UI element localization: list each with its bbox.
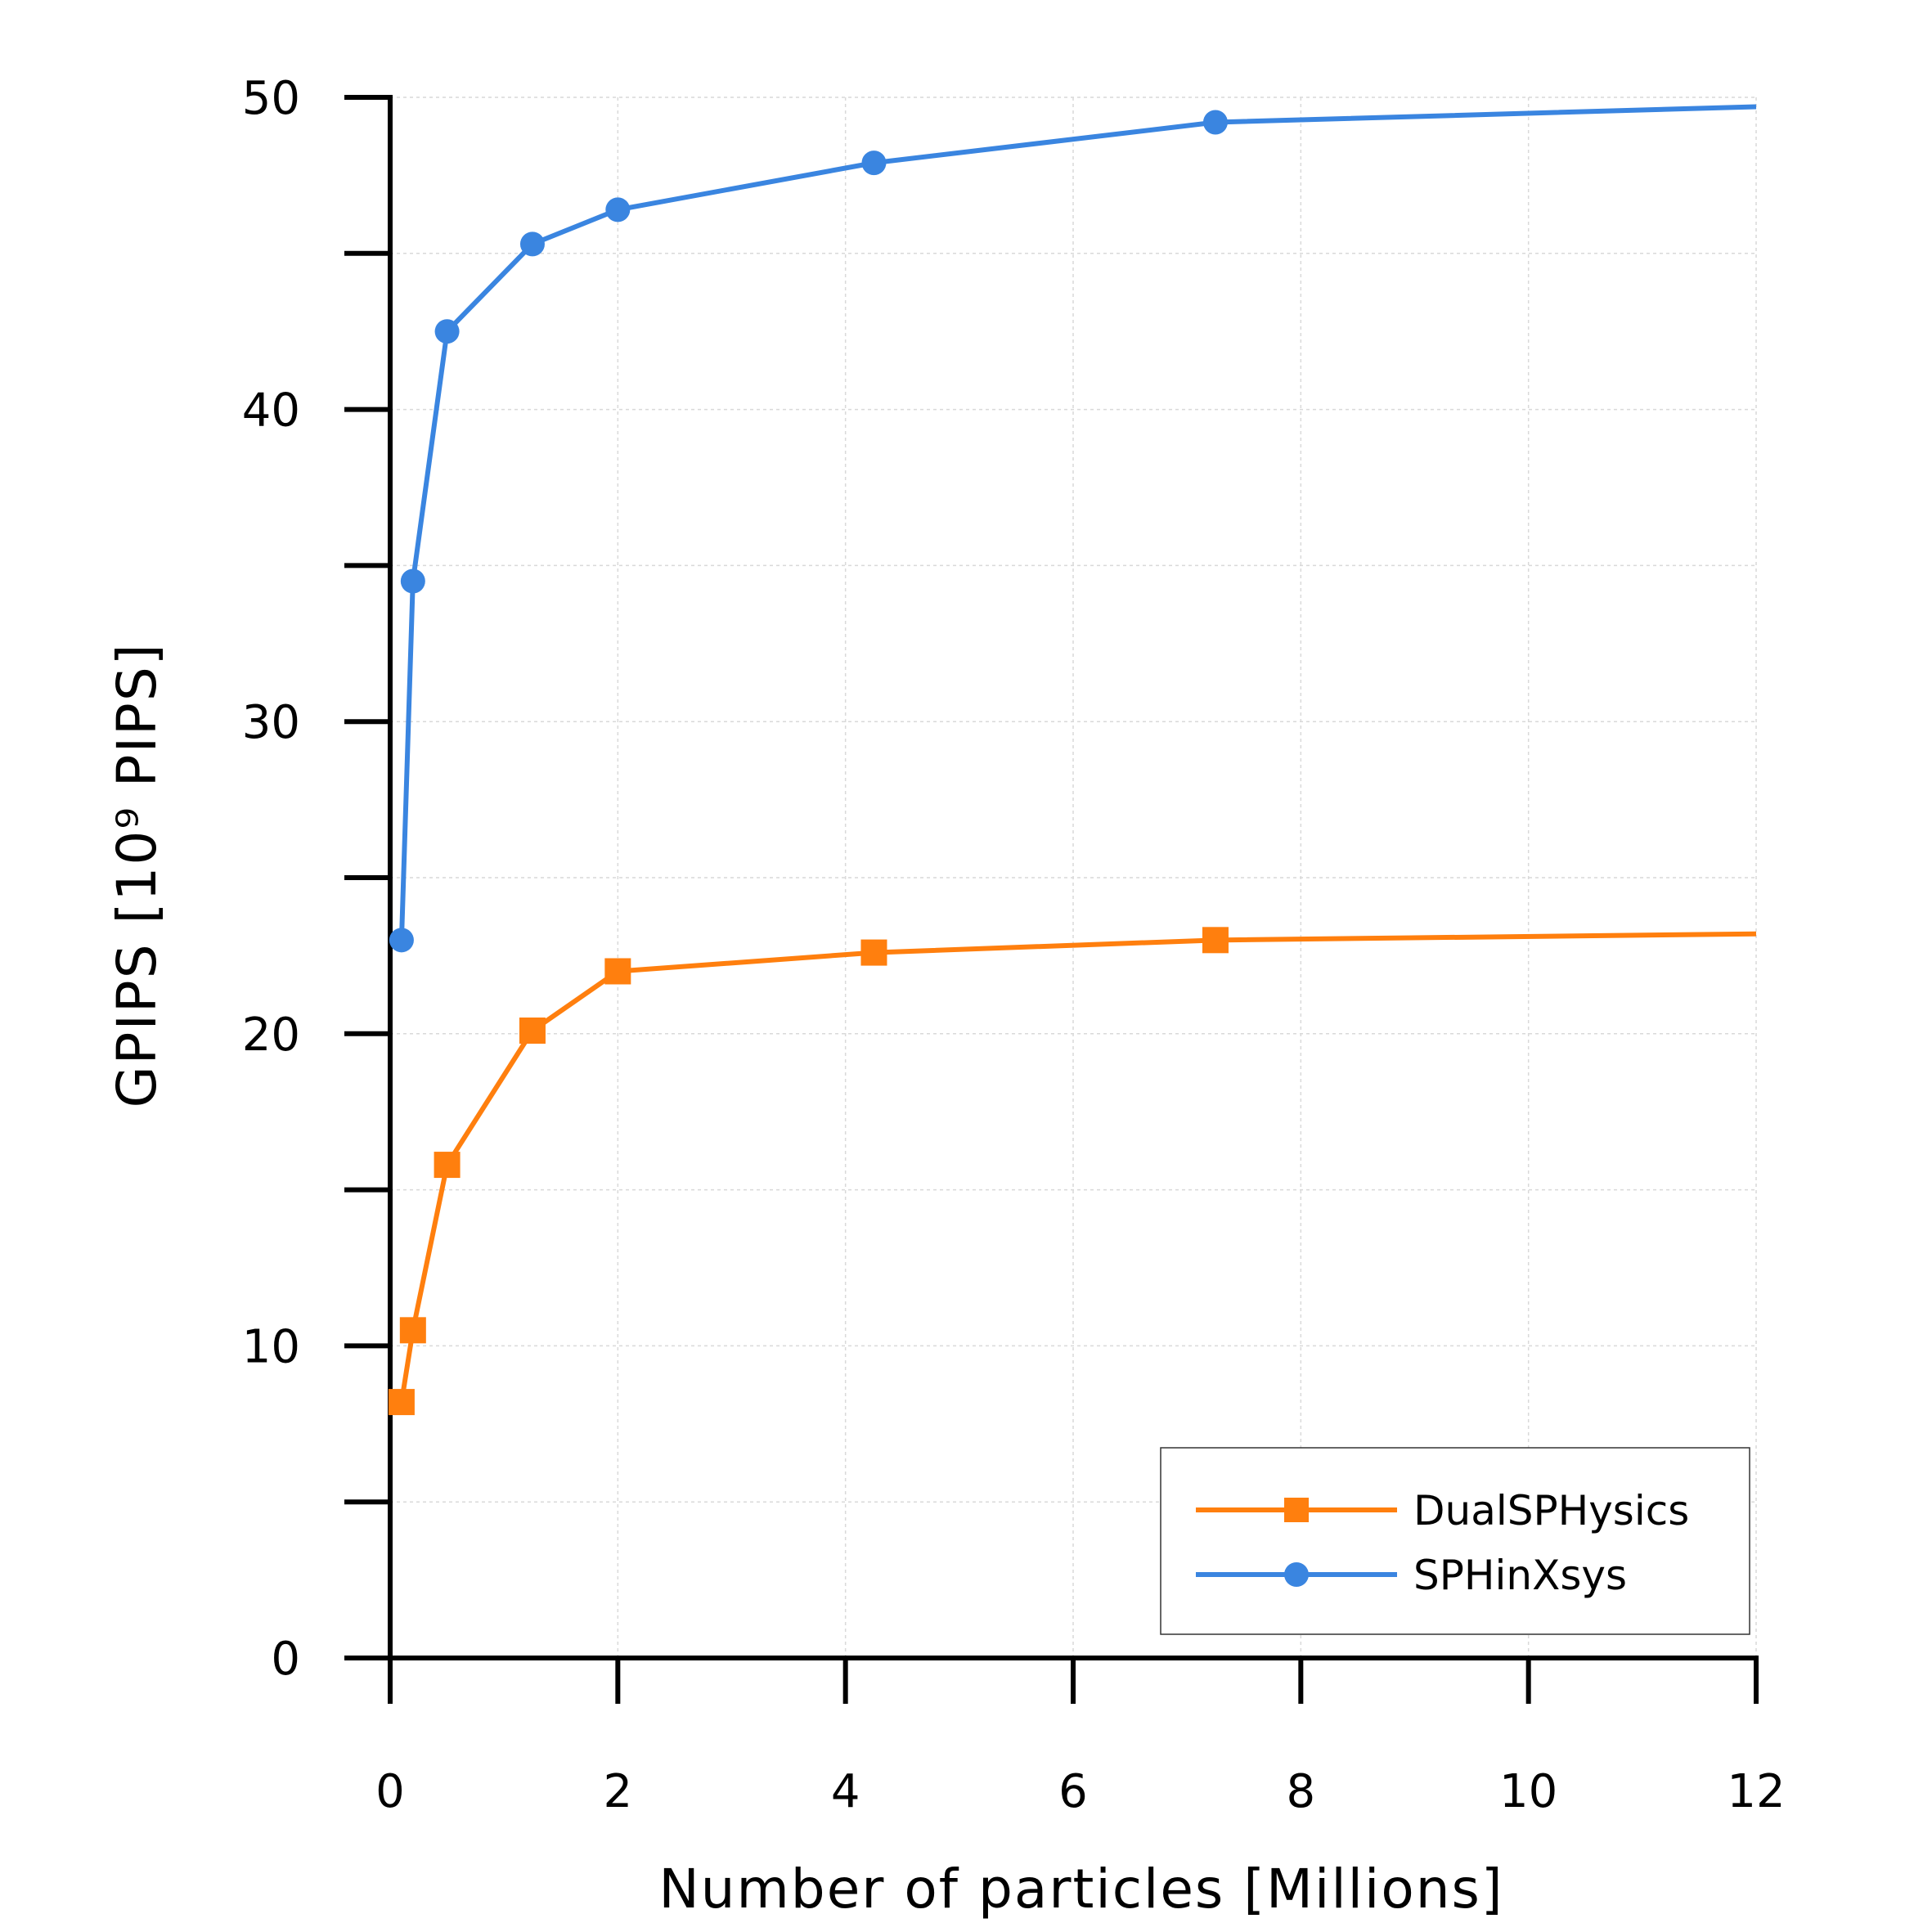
x-tick-label: 10 [1499, 1765, 1557, 1818]
x-tick-label: 12 [1727, 1765, 1785, 1818]
ticks: 0 2 4 6 8 10 12 0 10 20 30 40 50 [242, 72, 1786, 1818]
y-tick-label: 30 [242, 696, 300, 749]
y-tick-label: 10 [242, 1320, 300, 1373]
data-point-square [860, 939, 887, 966]
data-point-circle [400, 568, 425, 594]
x-tick-label: 8 [1287, 1765, 1316, 1818]
data-point-square [604, 958, 631, 985]
x-axis-title: Number of particles [Millions] [658, 1858, 1503, 1921]
data-point-circle [389, 928, 414, 953]
data-point-circle [434, 319, 460, 344]
legend-marker-circle [1284, 1562, 1309, 1587]
x-tick-label: 4 [831, 1765, 860, 1818]
data-point-circle [1202, 110, 1228, 135]
legend: DualSPHysics SPHinXsys [1160, 1447, 1750, 1635]
data-point-square [388, 1389, 415, 1416]
series-line-sphinxsys [398, 104, 1757, 941]
y-tick-label: 40 [242, 384, 300, 438]
x-tick-label: 0 [375, 1765, 405, 1818]
series [388, 104, 1757, 1416]
grid [390, 97, 1757, 1658]
legend-label-dualsphysics: DualSPHysics [1413, 1487, 1689, 1534]
data-point-square [519, 1017, 546, 1044]
y-tick-label: 50 [242, 72, 300, 125]
legend-box [1160, 1447, 1750, 1635]
legend-label-sphinxsys: SPHinXsys [1413, 1552, 1627, 1599]
y-tick-label: 20 [242, 1009, 300, 1062]
y-tick-label: 0 [271, 1633, 300, 1686]
series-line-dualsphysics [398, 931, 1757, 1403]
data-point-circle [605, 197, 631, 222]
data-point-circle [861, 151, 887, 176]
legend-marker-square [1284, 1498, 1309, 1522]
data-point-square [434, 1152, 461, 1179]
data-point-circle [519, 231, 545, 257]
x-tick-label: 2 [604, 1765, 633, 1818]
x-tick-label: 6 [1058, 1765, 1088, 1818]
y-axis-title: GPIPS [10⁹ PIPS] [106, 643, 168, 1108]
data-point-square [1202, 927, 1229, 954]
data-point-square [399, 1317, 426, 1344]
series-sphinxsys [389, 104, 1757, 953]
series-dualsphysics [388, 927, 1757, 1416]
